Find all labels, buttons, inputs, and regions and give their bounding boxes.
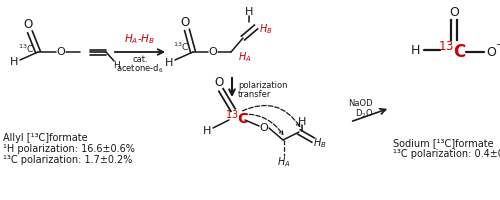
- Text: ¹³C polarization: 1.7±0.2%: ¹³C polarization: 1.7±0.2%: [3, 155, 132, 165]
- Text: O: O: [449, 5, 459, 19]
- Text: ¹³C polarization: 0.4±0.1%: ¹³C polarization: 0.4±0.1%: [393, 149, 500, 159]
- Text: polarization: polarization: [238, 81, 288, 90]
- Text: NaOD: NaOD: [348, 99, 372, 108]
- FancyArrowPatch shape: [242, 105, 300, 127]
- Text: $^{13}$C: $^{13}$C: [18, 43, 34, 55]
- Text: H: H: [203, 126, 211, 136]
- Text: H: H: [165, 58, 173, 68]
- Text: $H_B$: $H_B$: [259, 22, 273, 36]
- Text: $^{13}$C: $^{13}$C: [173, 41, 189, 53]
- Text: acetone-d$_6$: acetone-d$_6$: [116, 63, 164, 75]
- Text: O: O: [180, 17, 190, 29]
- Text: ¹H polarization: 16.6±0.6%: ¹H polarization: 16.6±0.6%: [3, 144, 135, 154]
- Text: transfer: transfer: [238, 90, 272, 99]
- Text: O: O: [56, 47, 66, 57]
- Text: $H_A$: $H_A$: [238, 50, 252, 64]
- Text: H: H: [298, 117, 306, 127]
- Text: cat.: cat.: [132, 55, 148, 64]
- Text: $^{13}$C: $^{13}$C: [225, 109, 249, 127]
- Text: $^{13}$C: $^{13}$C: [438, 42, 466, 62]
- Text: Allyl [¹³C]formate: Allyl [¹³C]formate: [3, 133, 87, 143]
- Text: $H_A$-$H_B$: $H_A$-$H_B$: [124, 32, 156, 46]
- Text: O: O: [24, 19, 32, 31]
- Text: H: H: [410, 44, 420, 56]
- Text: $H_A$: $H_A$: [278, 155, 290, 169]
- Text: H: H: [245, 7, 253, 17]
- Text: Sodium [¹³C]formate: Sodium [¹³C]formate: [393, 138, 494, 148]
- Text: H: H: [10, 57, 18, 67]
- Text: O: O: [260, 123, 268, 133]
- Text: H: H: [114, 62, 120, 71]
- Text: O: O: [208, 47, 218, 57]
- Text: $H_B$: $H_B$: [313, 136, 327, 150]
- FancyArrowPatch shape: [243, 114, 283, 134]
- Text: D$_2$O: D$_2$O: [354, 108, 374, 120]
- Text: O: O: [486, 46, 496, 58]
- Text: $^{-}$: $^{-}$: [495, 40, 500, 53]
- Text: O: O: [214, 76, 224, 90]
